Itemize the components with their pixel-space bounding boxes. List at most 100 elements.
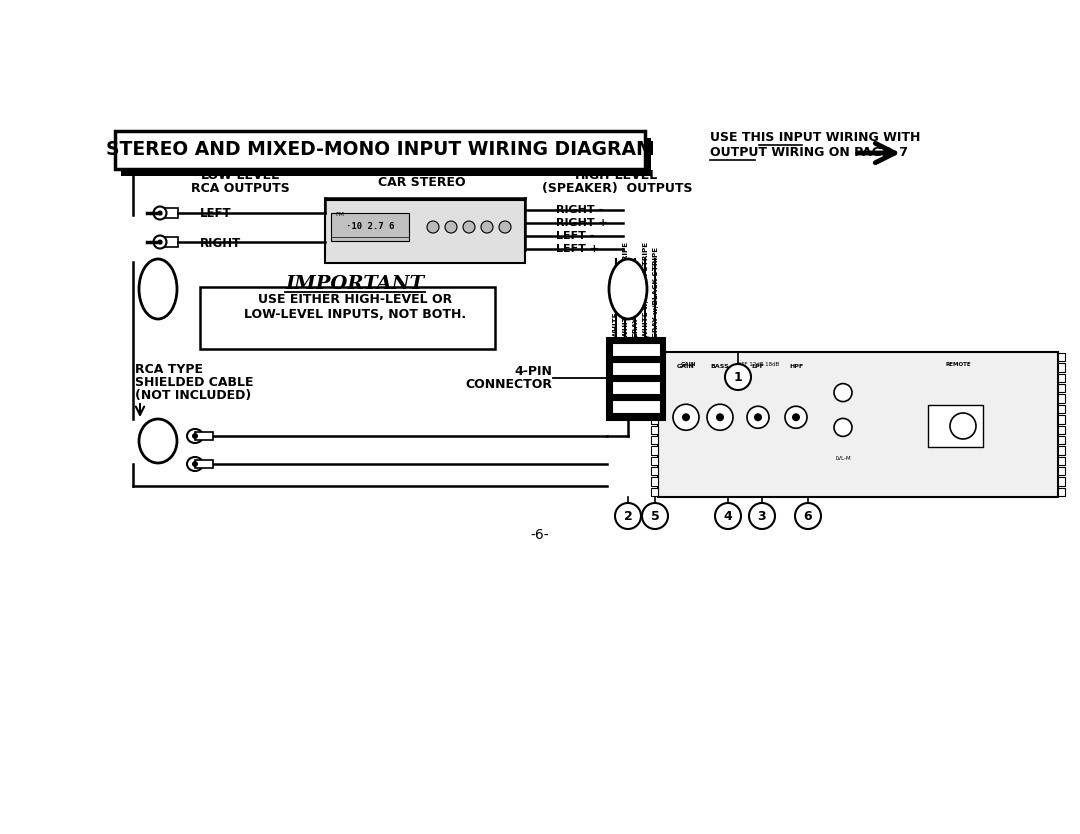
Bar	[651, 477, 658, 485]
Ellipse shape	[187, 429, 203, 443]
Text: 6: 6	[804, 510, 812, 522]
Text: 4: 4	[724, 510, 732, 522]
Circle shape	[615, 503, 642, 529]
Circle shape	[445, 221, 457, 233]
Bar	[114, 131, 645, 169]
Bar	[651, 394, 658, 403]
Ellipse shape	[187, 457, 203, 471]
Circle shape	[481, 221, 492, 233]
Text: RCA OUTPUTS: RCA OUTPUTS	[191, 182, 289, 195]
Circle shape	[642, 503, 669, 529]
Bar	[651, 384, 658, 393]
Text: LPF: LPF	[752, 364, 765, 369]
Text: WHITE w/BLACK STRIPE: WHITE w/BLACK STRIPE	[623, 242, 629, 338]
Text: FM: FM	[335, 212, 345, 217]
Text: (NOT INCLUDED): (NOT INCLUDED)	[135, 389, 252, 401]
Bar	[651, 404, 658, 413]
Text: HIGH-LEVEL: HIGH-LEVEL	[576, 169, 659, 182]
Text: WHITE: WHITE	[613, 311, 619, 338]
Bar	[651, 374, 658, 382]
Bar	[1058, 425, 1065, 434]
Ellipse shape	[153, 207, 166, 219]
Text: RIGHT -: RIGHT -	[556, 205, 603, 215]
Text: USE THIS INPUT WIRING WITH: USE THIS INPUT WIRING WITH	[710, 131, 920, 144]
Circle shape	[834, 384, 852, 402]
Text: (SPEAKER)  OUTPUTS: (SPEAKER) OUTPUTS	[542, 182, 692, 195]
Text: CONNECTOR: CONNECTOR	[465, 378, 552, 390]
Bar	[1058, 353, 1065, 361]
Bar	[651, 456, 658, 465]
Bar	[651, 353, 658, 361]
Circle shape	[499, 221, 511, 233]
Bar	[1058, 446, 1065, 455]
Bar	[330, 213, 409, 241]
Bar	[612, 400, 660, 413]
Bar	[325, 200, 525, 263]
Circle shape	[463, 221, 475, 233]
Text: OFF 12dB 18dB: OFF 12dB 18dB	[737, 361, 779, 366]
Circle shape	[754, 414, 762, 421]
Circle shape	[716, 414, 724, 421]
Ellipse shape	[192, 433, 198, 439]
Text: GAIN: GAIN	[677, 364, 694, 369]
Text: WHITE w/BLACK STRIPE: WHITE w/BLACK STRIPE	[643, 242, 649, 338]
Circle shape	[785, 406, 807, 428]
Bar	[651, 488, 658, 496]
Text: RCA TYPE: RCA TYPE	[135, 363, 203, 375]
Ellipse shape	[153, 235, 166, 249]
Bar	[607, 338, 665, 420]
Ellipse shape	[609, 259, 647, 319]
Text: -6-: -6-	[530, 528, 550, 542]
Circle shape	[681, 414, 690, 421]
Text: 2: 2	[623, 510, 633, 522]
Circle shape	[792, 414, 800, 421]
Bar	[651, 446, 658, 455]
Bar	[1058, 477, 1065, 485]
Bar	[1058, 384, 1065, 393]
Bar	[160, 237, 178, 247]
Text: LOW-LEVEL INPUTS, NOT BOTH.: LOW-LEVEL INPUTS, NOT BOTH.	[244, 308, 467, 321]
Text: LVL-M: LVL-M	[835, 455, 851, 460]
Circle shape	[707, 404, 733, 430]
Text: 1: 1	[733, 370, 742, 384]
Text: STEREO AND MIXED-MONO INPUT WIRING DIAGRAM: STEREO AND MIXED-MONO INPUT WIRING DIAGR…	[106, 139, 654, 158]
Text: LEFT: LEFT	[200, 207, 231, 219]
Ellipse shape	[139, 259, 177, 319]
Text: RIGHT +: RIGHT +	[556, 218, 608, 228]
Bar	[1058, 374, 1065, 382]
Circle shape	[950, 413, 976, 439]
Circle shape	[725, 364, 751, 390]
Bar	[1058, 404, 1065, 413]
Bar	[1058, 394, 1065, 403]
Bar	[612, 381, 660, 394]
Text: USE EITHER HIGH-LEVEL OR: USE EITHER HIGH-LEVEL OR	[258, 293, 453, 306]
Bar	[612, 362, 660, 375]
Text: 5: 5	[650, 510, 660, 522]
Ellipse shape	[192, 461, 198, 467]
Bar	[1058, 436, 1065, 445]
Bar	[1058, 456, 1065, 465]
Ellipse shape	[158, 239, 162, 244]
Bar	[651, 415, 658, 424]
Circle shape	[427, 221, 438, 233]
Bar	[121, 138, 651, 176]
Bar	[612, 343, 660, 356]
Bar	[651, 436, 658, 445]
Text: IMPORTANT: IMPORTANT	[285, 275, 424, 293]
Text: OUTPUT WIRING ON PAGE  7: OUTPUT WIRING ON PAGE 7	[710, 146, 908, 159]
Bar	[200, 287, 495, 349]
Circle shape	[715, 503, 741, 529]
Circle shape	[747, 406, 769, 428]
Text: BASS: BASS	[711, 364, 729, 369]
Text: 3: 3	[758, 510, 767, 522]
Text: GRAY: GRAY	[633, 316, 639, 338]
Bar	[658, 352, 1058, 497]
Text: HPF: HPF	[788, 364, 804, 369]
Text: SHIELDED CABLE: SHIELDED CABLE	[135, 375, 254, 389]
Bar	[1058, 488, 1065, 496]
Text: 4-PIN: 4-PIN	[514, 364, 552, 378]
Bar	[1058, 467, 1065, 475]
Ellipse shape	[158, 210, 162, 215]
Text: LEFT -: LEFT -	[556, 231, 594, 241]
Bar	[651, 467, 658, 475]
